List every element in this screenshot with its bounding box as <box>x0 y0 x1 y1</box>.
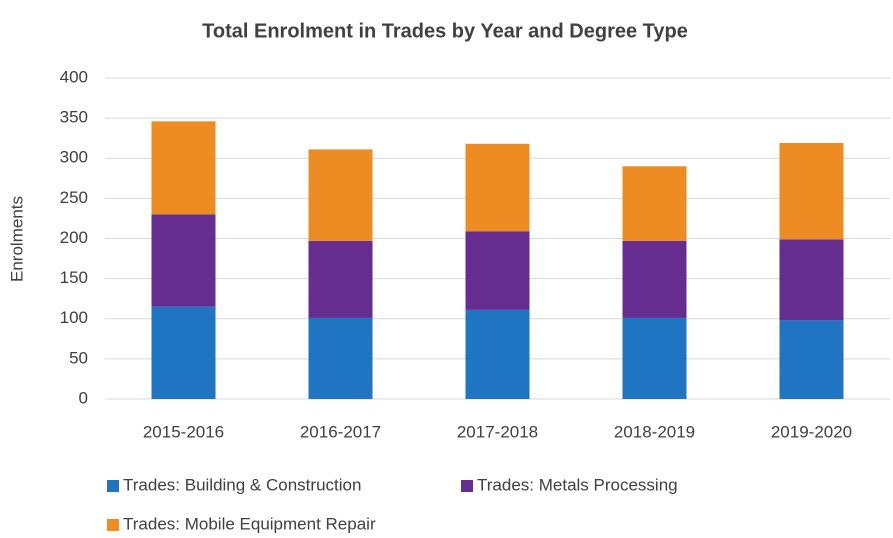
legend-label: Trades: Building & Construction <box>123 475 361 494</box>
bar-segment <box>308 240 373 318</box>
bar-segment <box>622 240 687 318</box>
y-tick-label: 50 <box>69 348 88 367</box>
legend-swatch <box>107 480 119 492</box>
y-tick-label: 0 <box>79 388 88 407</box>
legend-swatch <box>461 480 473 492</box>
bar-segment <box>465 309 530 399</box>
y-tick-label: 200 <box>60 228 88 247</box>
y-tick-label: 150 <box>60 268 88 287</box>
bar-segment <box>779 239 844 321</box>
bar-segment <box>151 121 216 215</box>
legend-label: Trades: Mobile Equipment Repair <box>123 514 376 533</box>
chart-title: Total Enrolment in Trades by Year and De… <box>202 20 688 42</box>
legend-label: Trades: Metals Processing <box>477 475 678 494</box>
bar-segment <box>151 306 216 399</box>
bar-segment <box>308 149 373 241</box>
x-tick-label: 2017-2018 <box>457 422 538 441</box>
bar-segment <box>622 166 687 241</box>
y-tick-label: 250 <box>60 188 88 207</box>
x-tick-label: 2016-2017 <box>300 422 381 441</box>
bar-segment <box>779 143 844 240</box>
x-tick-label: 2018-2019 <box>614 422 695 441</box>
bar-segment <box>308 317 373 399</box>
bar-segment <box>622 317 687 399</box>
bar-segment <box>465 143 530 232</box>
x-tick-label: 2019-2020 <box>771 422 852 441</box>
bar-segment <box>151 214 216 307</box>
y-tick-label: 350 <box>60 108 88 127</box>
legend-swatch <box>107 519 119 531</box>
y-axis-label: Enrolments <box>7 196 26 282</box>
x-tick-label: 2015-2016 <box>143 422 224 441</box>
bar-segment <box>465 231 530 310</box>
y-tick-label: 100 <box>60 308 88 327</box>
y-tick-label: 400 <box>60 67 88 86</box>
bar-segment <box>779 320 844 399</box>
y-tick-label: 300 <box>60 148 88 167</box>
